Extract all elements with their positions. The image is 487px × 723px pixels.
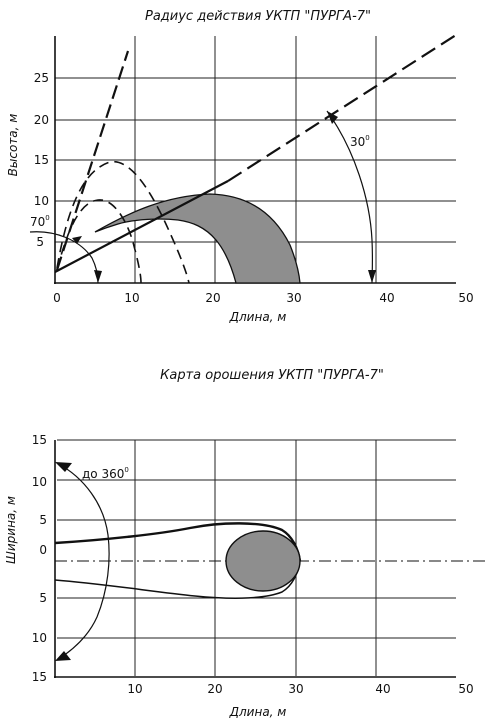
x-tick-label: 20 (205, 291, 220, 305)
y-tick-label: 10 (34, 194, 49, 208)
arrow-head-icon (94, 270, 102, 283)
rotation-label: до 3600 (82, 466, 129, 481)
irrigation-map: Карта орошения УКТП "ПУРГА-7" до 36 (4, 368, 487, 719)
arrow-head-icon (368, 270, 376, 283)
x-tick-label: 10 (127, 682, 142, 696)
jet-envelope-lower (54, 560, 301, 599)
x-tick-label: 20 (207, 682, 222, 696)
y-tick-label: 0 (39, 543, 47, 557)
y-tick-label: 15 (32, 433, 47, 447)
x-tick-label: 50 (458, 682, 473, 696)
map-y-label: Ширина, м (4, 496, 18, 564)
jet-line-30deg-dashed (227, 34, 457, 182)
irrigation-spot (225, 530, 301, 592)
x-tick-label: 10 (124, 291, 139, 305)
arrow-head-icon (55, 462, 72, 472)
y-tick-label: 5 (39, 513, 47, 527)
range-diagram: Радиус действия УКТП "ПУРГА-7" (6, 9, 474, 324)
x-tick-label: 30 (288, 682, 303, 696)
y-tick-label: 10 (32, 631, 47, 645)
angle-30-label: 300 (350, 134, 370, 149)
x-tick-label: 0 (53, 291, 61, 305)
trajectory-high (56, 161, 190, 284)
irrigation-grid (57, 439, 456, 676)
y-tick-label: 15 (32, 670, 47, 684)
x-tick-label: 30 (286, 291, 301, 305)
coverage-zone (94, 193, 301, 284)
jet-envelope-upper (54, 522, 302, 562)
y-tick-label: 10 (32, 475, 47, 489)
rotation-arc (56, 462, 110, 661)
arrow-head-icon (55, 651, 71, 661)
irrigation-map-title: Карта орошения УКТП "ПУРГА-7" (160, 368, 384, 383)
range-x-label: Длина, м (229, 310, 287, 324)
map-x-label: Длина, м (229, 705, 287, 719)
y-tick-label: 5 (36, 235, 44, 249)
jet-line-30deg-solid (54, 180, 229, 273)
x-tick-label: 50 (458, 291, 473, 305)
x-tick-label: 40 (375, 682, 390, 696)
y-tick-label: 5 (39, 591, 47, 605)
range-diagram-title: Радиус действия УКТП "ПУРГА-7" (145, 9, 371, 24)
range-y-label: Высота, м (6, 114, 20, 177)
x-tick-label: 40 (379, 291, 394, 305)
arrow-head-icon (327, 111, 338, 124)
y-tick-label: 15 (34, 153, 49, 167)
y-tick-label: 20 (34, 113, 49, 127)
jet-line-70deg (55, 50, 130, 271)
arrow-head-icon (72, 236, 82, 244)
angle-70-label: 700 (30, 214, 50, 229)
y-tick-label: 25 (34, 71, 49, 85)
trajectory-low (56, 199, 142, 284)
